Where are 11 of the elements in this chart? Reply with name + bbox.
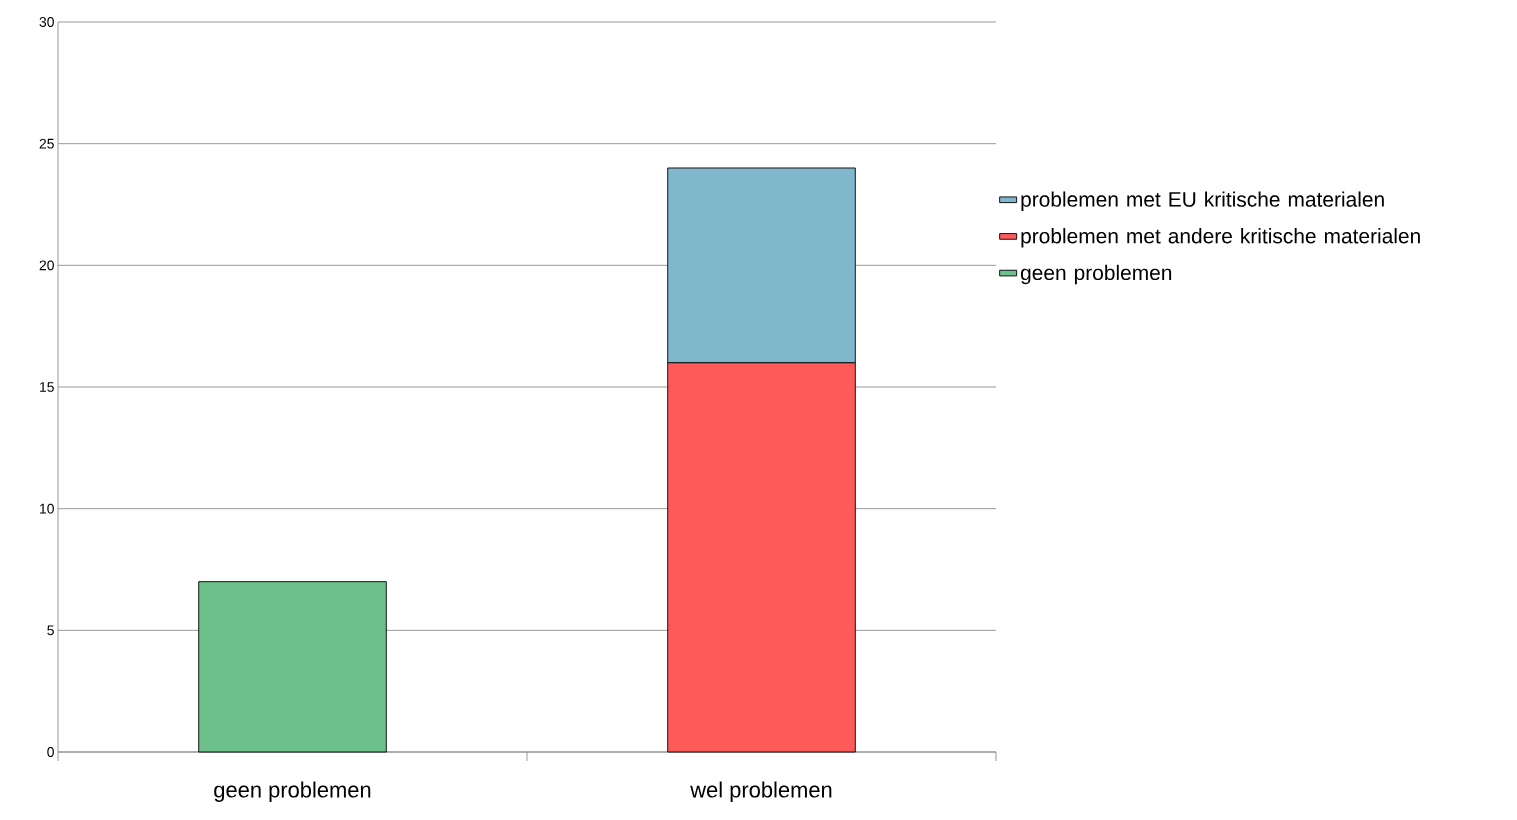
legend-label: geen problemen <box>1020 264 1172 285</box>
x-tick-label: wel problemen <box>690 781 832 802</box>
y-tick-label: 0 <box>47 747 54 757</box>
y-tick-label: 15 <box>40 382 54 392</box>
y-tick-label: 20 <box>39 260 54 271</box>
legend-label: problemen met EU kritische materialen <box>1021 191 1384 211</box>
y-tick-label: 25 <box>39 138 54 149</box>
legend-label: problemen met andere kritische materialen <box>1021 228 1420 248</box>
y-tick-label: 5 <box>47 625 54 636</box>
y-tick-label: 30 <box>39 17 54 27</box>
y-tick-label: 10 <box>40 503 54 514</box>
